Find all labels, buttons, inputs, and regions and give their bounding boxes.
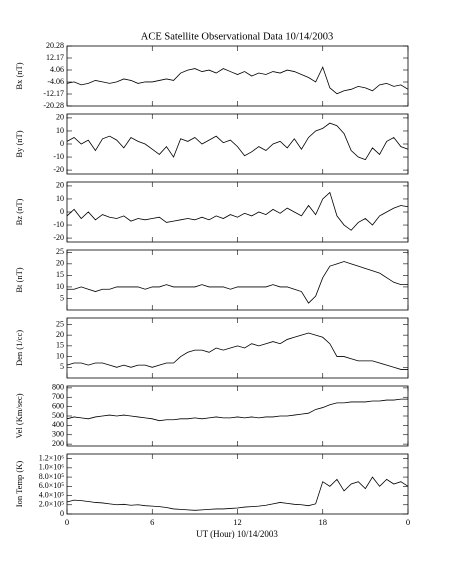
- data-line: [66, 66, 409, 95]
- chart-title: ACE Satellite Observational Data 10/14/2…: [141, 31, 333, 42]
- y-tick-label: 5: [60, 362, 64, 371]
- panel-frame: [66, 249, 409, 311]
- data-line: [66, 476, 409, 511]
- y-axis-label: Bx (nT): [14, 62, 24, 89]
- y-axis-label: Bz (nT): [14, 198, 24, 225]
- y-axis-label: By (nT): [14, 130, 24, 157]
- y-tick-label: 700: [52, 392, 64, 401]
- y-tick-label: 10: [56, 126, 64, 135]
- x-tick-label: 12: [233, 517, 242, 527]
- y-tick-label: -20: [53, 233, 64, 242]
- y-tick-label: -12.17: [43, 89, 64, 98]
- x-tick-label: 0: [65, 517, 69, 527]
- y-tick-label: 1.2×10⁶: [39, 453, 65, 462]
- y-tick-label: 12.17: [46, 53, 64, 62]
- y-tick-label: 4.0×10⁵: [39, 490, 65, 499]
- y-tick-label: 10: [56, 194, 64, 203]
- y-tick-label: 10: [56, 282, 64, 291]
- data-line: [66, 398, 408, 422]
- y-tick-label: 200: [52, 439, 64, 448]
- x-tick-label: 0: [406, 517, 410, 527]
- y-tick-label: 5: [60, 293, 64, 302]
- y-tick-label: 8.0×10⁵: [39, 472, 65, 481]
- y-tick-label: 500: [52, 411, 64, 420]
- y-tick-label: 25: [56, 247, 64, 256]
- y-axis-label: Ion Temp (K): [14, 461, 24, 508]
- x-axis-label: UT (Hour) 10/14/2003: [196, 529, 278, 539]
- y-tick-label: 20.28: [46, 41, 64, 50]
- y-tick-label: 20: [56, 113, 64, 122]
- y-tick-label: 600: [52, 401, 64, 410]
- y-axis-label: Den (1/cc): [14, 330, 24, 366]
- y-tick-label: 20: [56, 259, 64, 268]
- y-tick-label: 300: [52, 430, 64, 439]
- x-tick-label: 18: [319, 517, 328, 527]
- y-tick-label: 25: [56, 319, 64, 328]
- data-line: [67, 261, 408, 304]
- y-axis-label: Bt (nT): [14, 267, 24, 292]
- y-tick-label: -4.06: [47, 77, 64, 86]
- y-tick-label: -10: [53, 220, 64, 229]
- y-tick-label: 0: [60, 207, 64, 216]
- y-tick-label: 20: [56, 181, 64, 190]
- y-tick-label: 0: [60, 509, 64, 518]
- y-tick-label: 800: [52, 383, 64, 392]
- y-axis-label: Vel (Km/sec): [14, 393, 24, 438]
- panel-frame: [66, 113, 409, 175]
- y-tick-label: 6.0×10⁵: [39, 481, 65, 490]
- data-line: [66, 191, 409, 231]
- y-tick-label: 2.0×10⁵: [39, 500, 65, 509]
- y-tick-label: -10: [53, 152, 64, 161]
- y-tick-label: 15: [56, 270, 64, 279]
- y-tick-label: 20: [56, 330, 64, 339]
- panel-frame: [66, 181, 409, 243]
- y-tick-label: -20.28: [43, 101, 64, 110]
- y-tick-label: 1.0×10⁶: [39, 463, 65, 472]
- data-line: [66, 122, 409, 161]
- y-tick-label: 10: [56, 351, 64, 360]
- y-tick-label: 400: [52, 420, 64, 429]
- panel-frame: [66, 317, 409, 379]
- data-line: [66, 332, 408, 370]
- y-tick-label: -20: [53, 165, 64, 174]
- panel-frame: [66, 45, 409, 107]
- x-tick-label: 6: [150, 517, 154, 527]
- y-tick-label: 4.06: [50, 65, 64, 74]
- y-tick-label: 0: [60, 139, 64, 148]
- y-tick-label: 15: [56, 341, 64, 350]
